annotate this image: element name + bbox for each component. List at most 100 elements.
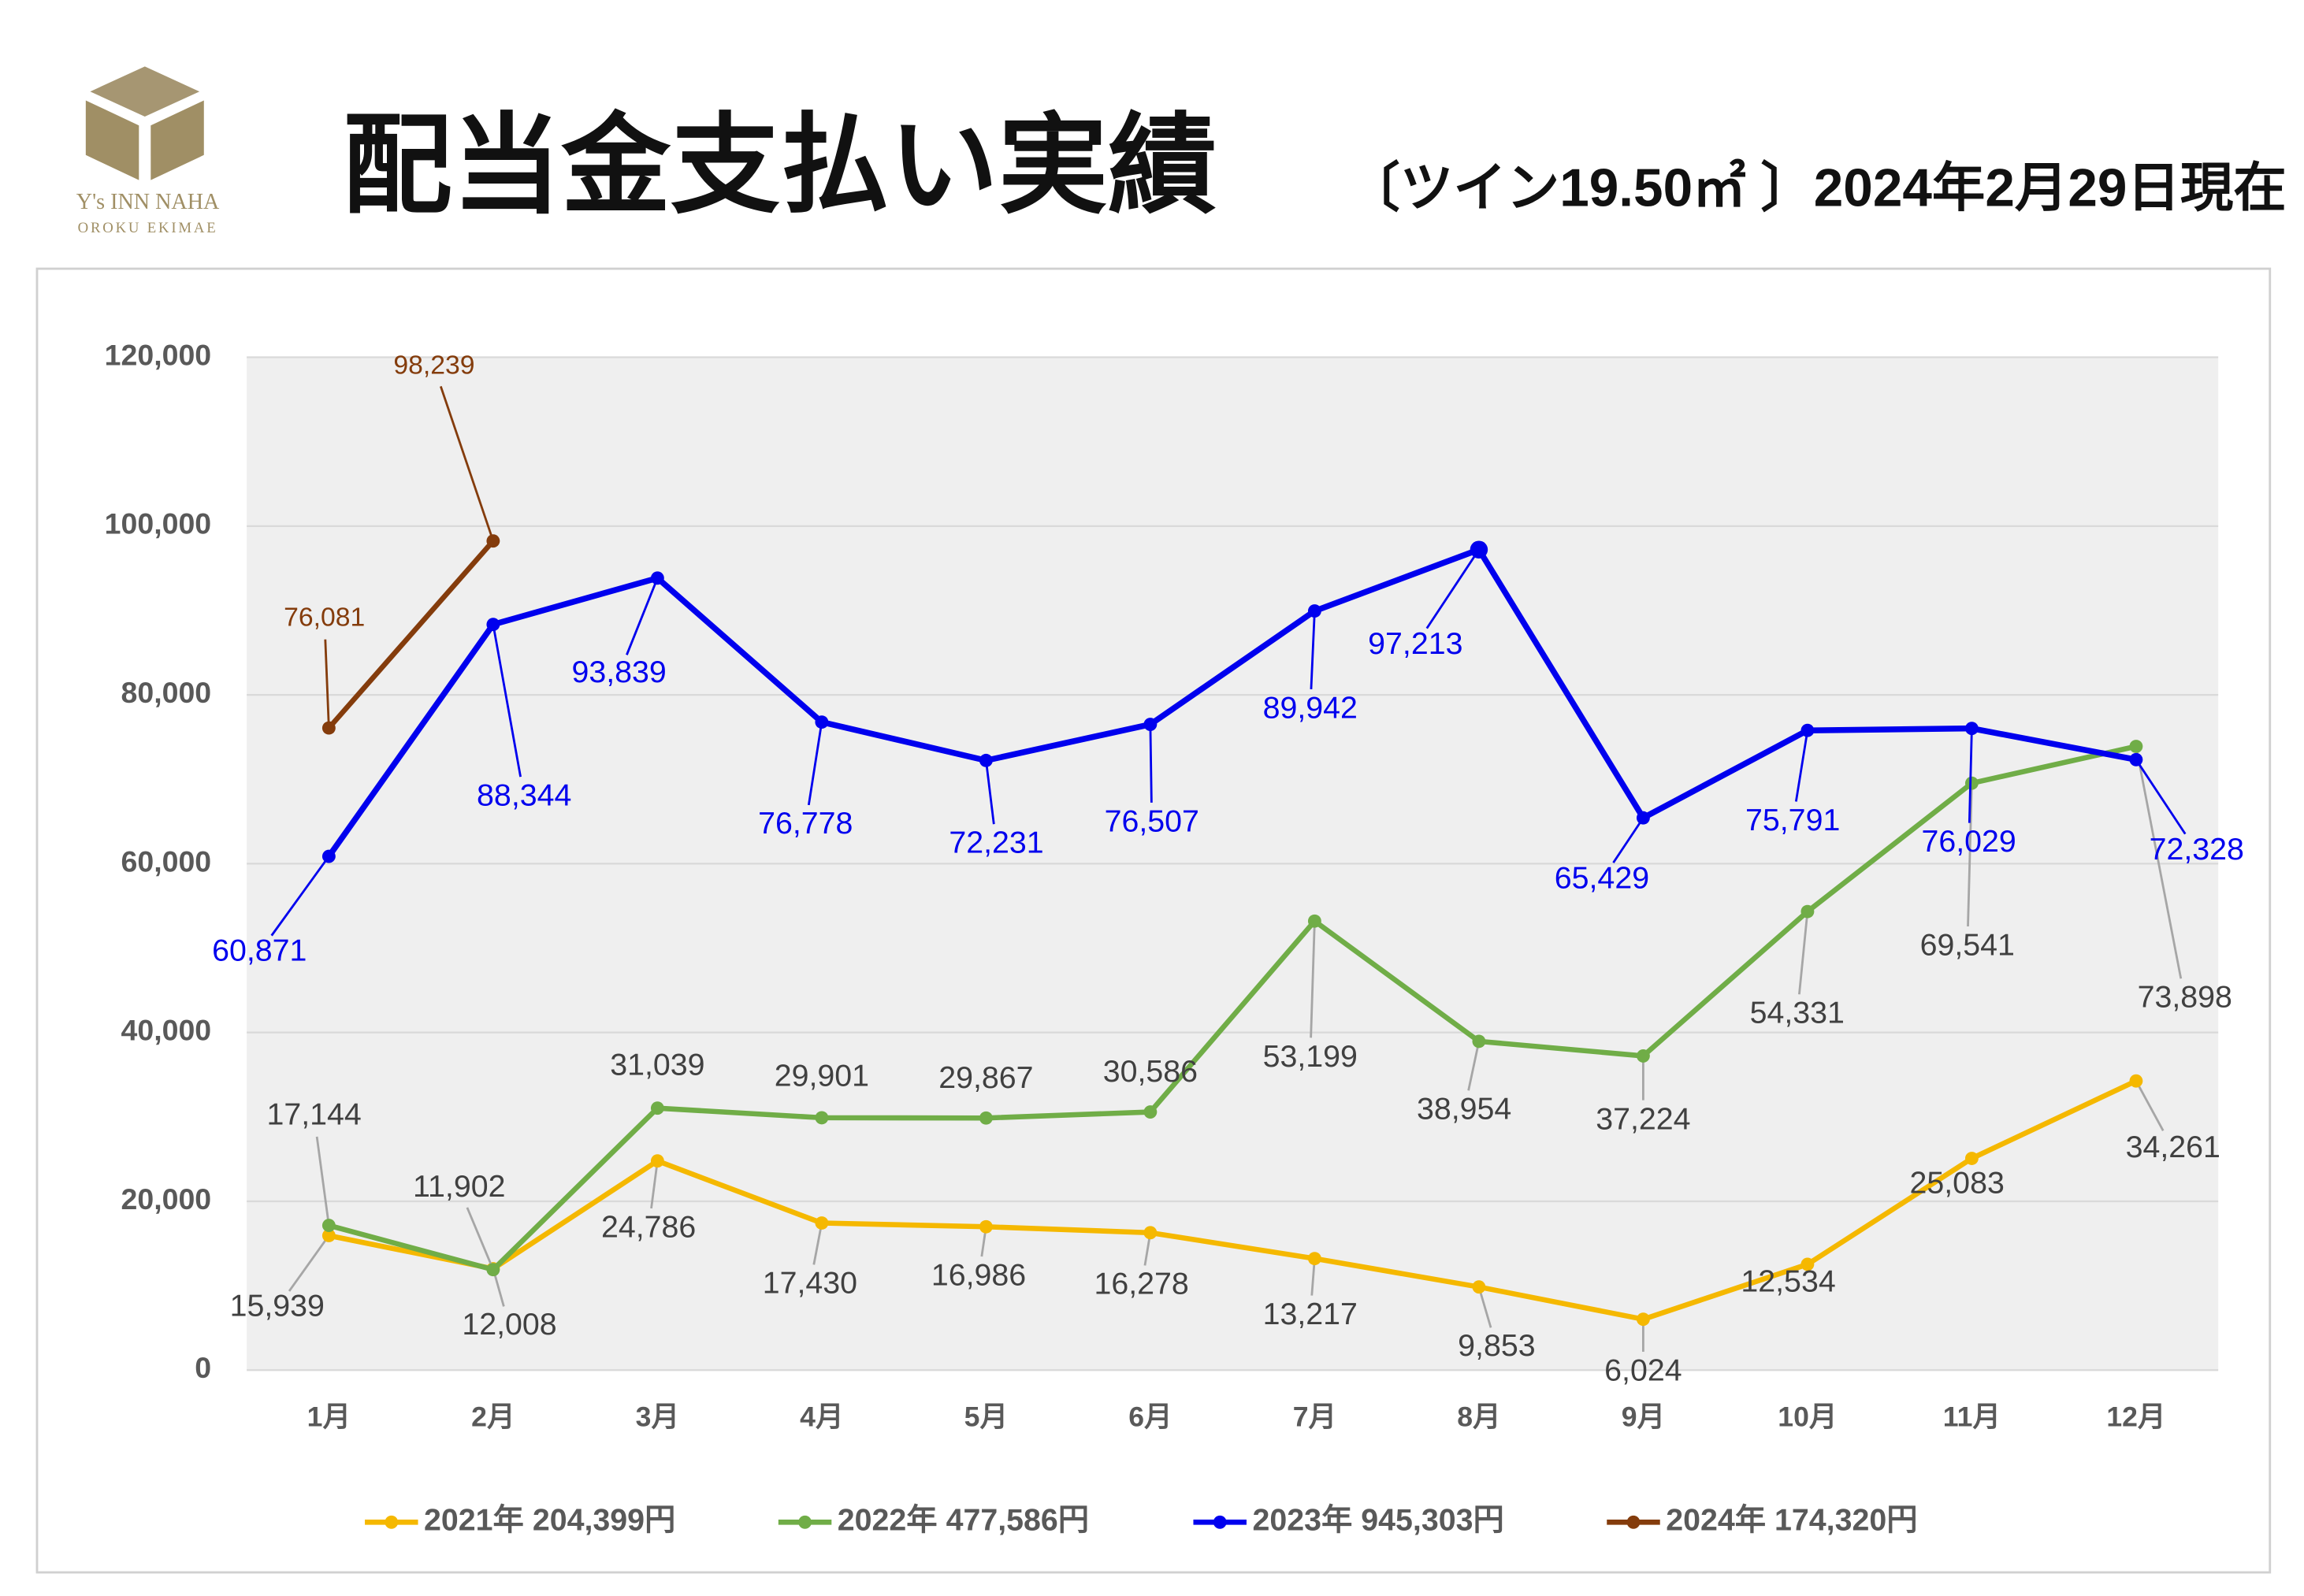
leader-line: [984, 760, 995, 825]
legend-label: 2021年 204,399円: [424, 1503, 675, 1538]
marker: [815, 1216, 829, 1230]
data-label: 65,429: [1555, 860, 1649, 895]
marker: [1143, 1226, 1158, 1240]
leader-line: [1477, 1286, 1492, 1328]
marker: [1964, 1152, 1979, 1165]
leader-line: [1968, 728, 1973, 823]
leader-line: [1425, 548, 1481, 629]
x-tick-label: 10月: [1778, 1401, 1837, 1433]
logo-cube-top: [90, 66, 200, 117]
data-label: 89,942: [1263, 691, 1358, 726]
data-label: 97,213: [1368, 626, 1462, 661]
y-tick-label: 80,000: [121, 676, 212, 709]
marker: [2129, 752, 2143, 766]
leader-line: [2135, 1080, 2165, 1132]
logo-name: Y's INN NAHA: [76, 190, 220, 214]
leader-line: [466, 1207, 495, 1271]
y-tick-label: 0: [195, 1351, 211, 1384]
data-label: 25,083: [1909, 1166, 2004, 1201]
x-tick-label: 5月: [964, 1401, 1008, 1433]
legend-label: 2022年 477,586円: [838, 1503, 1089, 1538]
logo-cube-left: [85, 100, 139, 180]
leader-line: [1310, 921, 1316, 1038]
data-label: 34,261: [2126, 1130, 2220, 1164]
data-label: 30,586: [1103, 1054, 1198, 1089]
data-label: 16,278: [1094, 1267, 1188, 1301]
data-label: 73,898: [2138, 979, 2232, 1014]
marker: [1800, 723, 1815, 737]
x-tick-label: 7月: [1293, 1401, 1336, 1433]
x-tick-label: 12月: [2106, 1401, 2165, 1433]
data-label: 88,344: [477, 778, 571, 812]
marker: [1636, 1049, 1650, 1063]
x-tick-label: 11月: [1943, 1401, 2001, 1433]
leader-line: [1797, 911, 1809, 995]
data-label: 75,791: [1745, 803, 1840, 837]
x-tick-label: 6月: [1128, 1401, 1172, 1433]
marker: [815, 1111, 829, 1125]
leader-line: [2135, 746, 2183, 979]
marker: [321, 1219, 336, 1232]
leader-line: [440, 385, 495, 542]
marker: [321, 849, 336, 863]
series-line: [326, 546, 2137, 859]
marker: [321, 1229, 336, 1242]
leader-line: [1149, 724, 1153, 803]
marker: [1307, 1252, 1321, 1266]
y-tick-label: 120,000: [105, 338, 211, 371]
data-label: 76,081: [284, 602, 365, 632]
legend-label: 2024年 174,320円: [1666, 1503, 1917, 1538]
data-label: 16,986: [931, 1257, 1026, 1292]
marker: [650, 1154, 664, 1168]
logo-cube-right: [151, 100, 204, 180]
marker: [979, 1111, 993, 1125]
marker: [650, 1101, 664, 1115]
data-label: 69,541: [1920, 928, 2015, 963]
marker: [1307, 914, 1321, 928]
marker: [979, 753, 993, 767]
marker: [1800, 1257, 1815, 1271]
x-tick-label: 9月: [1622, 1401, 1665, 1433]
leader-line: [1967, 783, 1973, 927]
x-tick-label: 1月: [307, 1401, 351, 1433]
leader-line: [1467, 1041, 1481, 1091]
data-label: 24,786: [601, 1209, 696, 1244]
marker: [1964, 776, 1979, 790]
data-label: 29,867: [938, 1060, 1033, 1095]
data-label: 6,024: [1604, 1353, 1682, 1388]
x-tick-label: 2月: [471, 1401, 515, 1433]
marker: [2129, 740, 2143, 753]
marker: [1470, 540, 1488, 559]
marker: [1472, 1280, 1486, 1294]
data-label: 72,328: [2150, 832, 2244, 867]
leader-line: [650, 1160, 659, 1209]
data-label: 72,231: [949, 826, 1043, 860]
data-label: 17,144: [266, 1097, 361, 1131]
marker: [1964, 722, 1979, 736]
marker: [1636, 811, 1650, 825]
leader-line: [812, 1223, 823, 1265]
y-tick-label: 20,000: [121, 1182, 212, 1216]
marker: [1143, 1105, 1158, 1119]
series-line: [328, 1078, 2138, 1322]
marker: [321, 721, 336, 735]
leader-line: [324, 639, 330, 729]
leader-line: [626, 577, 659, 655]
x-tick-label: 8月: [1457, 1401, 1500, 1433]
y-tick-label: 60,000: [121, 844, 212, 878]
data-label: 9,853: [1458, 1328, 1535, 1363]
leader-line: [270, 856, 330, 937]
marker: [486, 1263, 500, 1277]
legend-marker: [385, 1515, 399, 1529]
data-label: 31,039: [610, 1048, 704, 1082]
data-label: 38,954: [1417, 1091, 1511, 1126]
x-tick-label: 3月: [636, 1401, 679, 1433]
chart-subtitle: 〔ツイン19.50㎡ 〕2024年2月29日現在: [1347, 158, 2286, 217]
marker: [1800, 904, 1815, 919]
logo: Y's INN NAHA OROKU EKIMAE: [76, 66, 220, 236]
data-label: 11,902: [413, 1169, 505, 1204]
leader-line: [2135, 759, 2187, 835]
data-label: 60,871: [212, 933, 307, 967]
leader-line: [492, 624, 522, 778]
